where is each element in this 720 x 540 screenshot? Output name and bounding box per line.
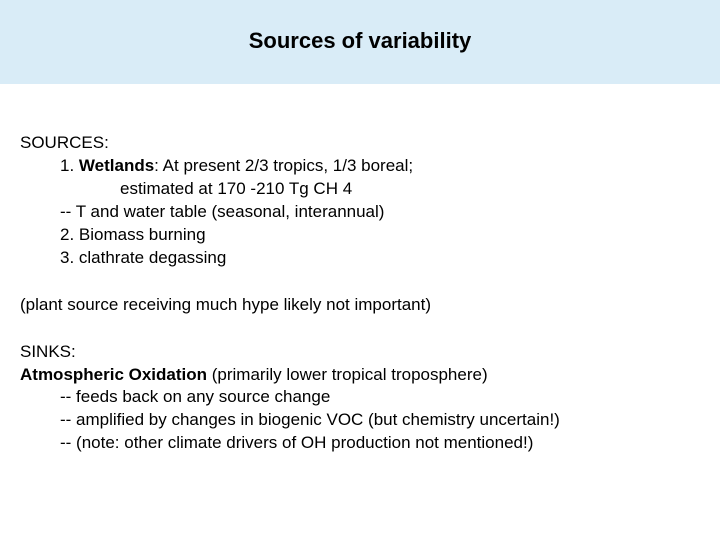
sources-line-2: estimated at 170 -210 Tg CH 4: [20, 178, 700, 201]
sinks-heading: SINKS:: [20, 341, 700, 364]
sources-heading: SOURCES:: [20, 132, 700, 155]
sources-line-1-bold: Wetlands: [79, 156, 154, 175]
page-title: Sources of variability: [0, 28, 720, 54]
sources-line-1-rest: : At present 2/3 tropics, 1/3 boreal;: [154, 156, 413, 175]
sinks-line-1: Atmospheric Oxidation (primarily lower t…: [20, 364, 700, 387]
sinks-line-4: -- (note: other climate drivers of OH pr…: [20, 432, 700, 455]
sources-line-5: 3. clathrate degassing: [20, 247, 700, 270]
sinks-block: SINKS: Atmospheric Oxidation (primarily …: [20, 341, 700, 456]
plant-note: (plant source receiving much hype likely…: [20, 294, 700, 317]
content-area: SOURCES: 1. Wetlands: At present 2/3 tro…: [0, 84, 720, 455]
sources-line-4: 2. Biomass burning: [20, 224, 700, 247]
sources-line-3: -- T and water table (seasonal, interann…: [20, 201, 700, 224]
sources-line-1: 1. Wetlands: At present 2/3 tropics, 1/3…: [20, 155, 700, 178]
sinks-line-1-bold: Atmospheric Oxidation: [20, 365, 207, 384]
sinks-line-3: -- amplified by changes in biogenic VOC …: [20, 409, 700, 432]
title-band: Sources of variability: [0, 0, 720, 84]
sources-block: SOURCES: 1. Wetlands: At present 2/3 tro…: [20, 132, 700, 270]
sinks-line-1-rest: (primarily lower tropical troposphere): [207, 365, 488, 384]
sinks-line-2: -- feeds back on any source change: [20, 386, 700, 409]
sources-line-1-prefix: 1.: [60, 156, 79, 175]
